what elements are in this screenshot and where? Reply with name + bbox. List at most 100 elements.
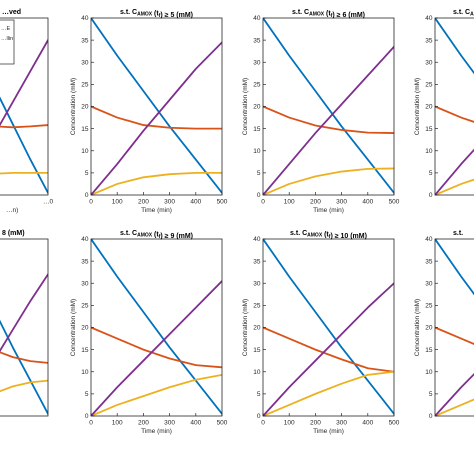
y-tick-label: 10 [81,148,89,155]
panel-title: s.t. CAMOX (tf) ≥ 6 (mM) [292,9,365,19]
x-axis-label: Time (min) [313,207,344,214]
legend-entry-2: …llin [1,36,13,42]
x-tick-label: 100 [284,199,295,206]
y-axis-label: Concentration (mM) [70,299,77,356]
x-tick-label: 300 [164,199,175,206]
series-line-3 [263,167,394,195]
series-line-4 [91,41,222,195]
y-tick-label: 5 [429,391,433,398]
x-tick-label: 500 [217,420,228,427]
series-line-2 [263,105,394,134]
y-tick-label: 0 [429,413,433,420]
x-tick-label: 400 [362,420,373,427]
y-tick-label: 35 [81,258,89,265]
x-tick-label: 300 [164,420,175,427]
x-tick-label: 100 [284,420,295,427]
y-axis-label: Concentration (mM) [414,78,421,135]
y-tick-label: 0 [257,192,261,199]
x-tick-label: 500 [217,199,228,206]
x-axis-label: Time (min) [141,207,172,214]
y-tick-label: 25 [81,82,89,89]
x-tick-label: 100 [112,199,123,206]
x-tick-label: 500 [389,420,400,427]
y-tick-label: 30 [81,280,89,287]
series-line-2 [0,124,48,129]
series-line-1 [0,319,48,415]
y-tick-label: 0 [257,413,261,420]
chart-panel-8: 0 5 10 15 20 25 30 35 40 Concentration (mM) s.t. [414,230,474,420]
x-axis-label: Time (min) [141,428,172,435]
y-tick-label: 10 [81,369,89,376]
series-line-2 [91,105,222,130]
y-tick-label: 5 [85,170,89,177]
panel-title: …ved [2,9,21,16]
series-line-1 [0,96,48,194]
y-tick-label: 20 [253,104,261,111]
y-tick-label: 15 [425,126,433,133]
x-tick-label: 0 [261,199,265,206]
panel-title: s.t. [453,230,463,237]
y-tick-label: 25 [425,82,433,89]
y-tick-label: 40 [253,236,261,243]
y-axis-label: Concentration (mM) [70,78,77,135]
panel-title: s.t. CAMOX (tf) ≥ 5 (mM) [120,9,193,19]
series-line-4 [263,45,394,195]
series-line-1 [91,239,222,415]
x-tick-label: …0 [43,199,54,206]
x-tick-label: 400 [362,199,373,206]
x-axis-label: …n) [6,207,18,214]
y-tick-label: 20 [253,325,261,332]
x-tick-label: 0 [89,199,93,206]
y-tick-label: 40 [81,236,89,243]
y-tick-label: 0 [85,413,89,420]
y-tick-label: 30 [253,280,261,287]
y-tick-label: 10 [425,369,433,376]
legend: …E …llin [0,19,15,65]
legend-box [0,19,15,65]
y-tick-label: 25 [253,303,261,310]
y-tick-label: 15 [81,126,89,133]
x-tick-label: 200 [310,199,321,206]
y-tick-label: 15 [425,347,433,354]
x-tick-label: 500 [389,199,400,206]
series-line-4 [435,372,474,416]
chart-panel-5: 8 (mM) [0,230,49,417]
y-tick-label: 20 [425,104,433,111]
series-line-2 [263,326,394,373]
y-tick-label: 20 [81,104,89,111]
y-tick-label: 10 [425,148,433,155]
panel-title: 8 (mM) [2,230,25,237]
y-axis-label: Concentration (mM) [242,78,249,135]
y-tick-label: 40 [425,15,433,22]
panel-title: s.t. CAMOX (tf) ≥ 9 (mM) [120,230,193,240]
y-tick-label: 40 [81,15,89,22]
panel-title: s.t. CAMOX (tf) ≥ 10 (mM) [290,230,367,240]
y-tick-label: 40 [425,236,433,243]
x-tick-label: 200 [310,420,321,427]
x-tick-label: 0 [261,420,265,427]
y-tick-label: 10 [253,148,261,155]
y-tick-label: 5 [429,170,433,177]
y-tick-label: 15 [81,347,89,354]
y-tick-label: 25 [81,303,89,310]
series-line-3 [0,379,48,393]
y-tick-label: 5 [85,391,89,398]
y-tick-label: 35 [253,37,261,44]
series-line-1 [91,18,222,194]
series-line-1 [263,18,394,194]
series-line-1 [263,239,394,415]
chart-panel-4: 0 5 10 15 20 25 30 35 40 Concentration (mM) s.t. C… [414,9,474,199]
series-line-4 [435,148,474,195]
y-tick-label: 15 [253,347,261,354]
y-tick-label: 5 [257,391,261,398]
y-tick-label: 35 [253,258,261,265]
series-line-3 [91,373,222,416]
legend-entry-1: …E [1,26,11,32]
series-line-1 [435,18,474,75]
series-line-3 [435,178,474,195]
